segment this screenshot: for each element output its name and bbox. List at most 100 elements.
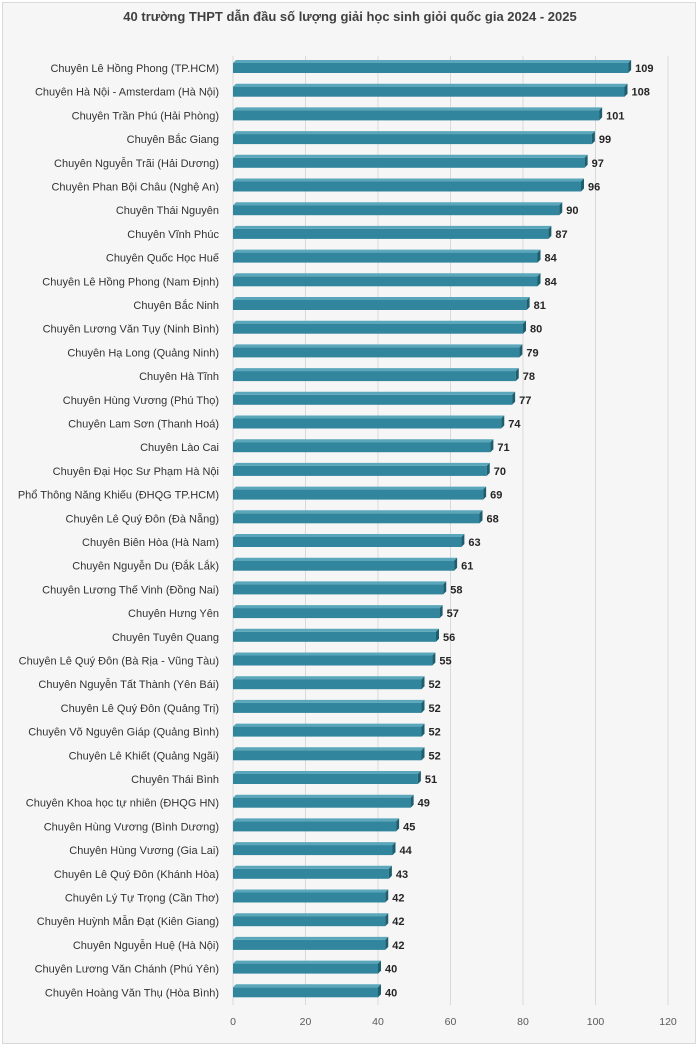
bar-side [599, 107, 603, 121]
bar-top [233, 747, 425, 751]
bar [233, 845, 393, 856]
bar [233, 631, 436, 642]
bar [233, 892, 386, 903]
bar-side [436, 628, 439, 642]
bar-side [439, 605, 443, 619]
bar-top [233, 273, 541, 277]
bar-top [233, 202, 563, 206]
bar-top [233, 960, 381, 964]
category-label: Chuyên Đại Học Sư Phạm Hà Nội [53, 466, 219, 478]
category-label: Chuyên Lê Hồng Phong (TP.HCM) [50, 63, 219, 75]
bar [233, 868, 389, 879]
bar-side [410, 794, 414, 808]
bar-top [233, 534, 465, 537]
category-label: Chuyên Lê Quý Đôn (Bà Rịa - Vũng Tàu) [19, 656, 219, 668]
data-label: 90 [566, 205, 578, 217]
bar [233, 797, 411, 808]
bar-side [519, 344, 523, 358]
bar-top [233, 462, 490, 466]
bar [233, 157, 585, 168]
bar [233, 394, 513, 405]
category-label: Chuyên Lương Thế Vinh (Đồng Nai) [42, 584, 219, 596]
bar-side [581, 178, 584, 192]
bar [233, 465, 487, 476]
category-label: Chuyên Vĩnh Phúc [127, 229, 219, 241]
data-label: 81 [534, 300, 546, 312]
category-label: Chuyên Trần Phú (Hải Phòng) [72, 110, 219, 122]
category-label: Chuyên Hùng Vương (Phú Thọ) [63, 395, 219, 407]
data-label: 78 [523, 371, 535, 383]
data-label: 56 [443, 632, 455, 644]
bar-side [479, 510, 483, 524]
bar-side [523, 320, 526, 334]
category-label: Chuyên Hùng Vương (Gia Lai) [69, 845, 219, 857]
bar-top [233, 676, 425, 680]
bar-side [624, 83, 628, 97]
bar-top [233, 984, 381, 988]
bar-side [378, 984, 381, 998]
bar [233, 63, 629, 73]
x-tick-label: 20 [300, 1016, 312, 1028]
category-label: Chuyên Hà Nội - Amsterdam (Hà Nội) [35, 87, 219, 99]
bar-top [233, 913, 389, 917]
bar-side [559, 202, 563, 216]
bar-side [385, 889, 389, 903]
bar-side [490, 439, 494, 453]
bar-side [512, 391, 516, 405]
bar-side [417, 771, 421, 784]
bar [233, 821, 397, 832]
category-label: Chuyên Lê Quý Đôn (Quảng Trị) [61, 703, 219, 715]
bars [233, 60, 632, 998]
data-label: 55 [439, 656, 451, 668]
bar-top [233, 818, 400, 822]
bar [233, 939, 386, 950]
gridlines [232, 56, 669, 1005]
bar-top [233, 936, 389, 940]
bar-side [501, 415, 505, 429]
bar-side [628, 60, 632, 73]
bar-side [461, 534, 465, 547]
category-label: Chuyên Phan Bội Châu (Nghệ An) [51, 182, 219, 194]
data-label: 80 [530, 324, 542, 336]
bar [233, 584, 444, 595]
category-label: Chuyên Tuyên Quang [112, 632, 219, 644]
bar [233, 963, 378, 974]
bar-top [233, 249, 541, 253]
data-label: 101 [606, 110, 624, 122]
bar-side [548, 225, 552, 239]
bar [233, 489, 484, 500]
data-label: 57 [447, 608, 459, 620]
bar-top [233, 605, 443, 609]
category-label: Chuyên Hưng Yên [128, 608, 219, 620]
x-axis-ticks: 0 20 40 60 80 100 120 [230, 1016, 677, 1028]
bar [233, 750, 422, 761]
category-label: Chuyên Hạ Long (Quảng Ninh) [67, 347, 219, 359]
category-label: Chuyên Hà Tĩnh [139, 371, 219, 383]
bar [233, 323, 523, 334]
bar [233, 418, 502, 429]
data-label: 44 [400, 845, 413, 857]
bar [233, 86, 625, 97]
bar [233, 560, 455, 571]
bar-side [483, 486, 487, 500]
bar-top [233, 320, 526, 324]
bar-top [233, 486, 487, 490]
bar-side [443, 581, 447, 595]
data-label: 42 [392, 916, 404, 928]
data-label: 71 [497, 442, 509, 454]
data-label: 69 [490, 490, 502, 502]
bar [233, 774, 418, 784]
category-label: Chuyên Nguyễn Huệ (Hà Nội) [73, 939, 219, 952]
category-label: Chuyên Lê Quý Đôn (Đà Nẵng) [66, 512, 219, 525]
bar-side [486, 462, 490, 476]
bar-top [233, 131, 595, 135]
data-label: 52 [429, 727, 441, 739]
bar [233, 679, 422, 690]
bar-top [233, 581, 447, 585]
bar-top [233, 865, 392, 869]
data-label: 84 [545, 276, 558, 288]
bar [233, 655, 433, 666]
bar-side [392, 842, 396, 856]
category-label: Chuyên Lý Tự Trọng (Cần Thơ) [65, 893, 219, 905]
bar-side [432, 652, 436, 666]
